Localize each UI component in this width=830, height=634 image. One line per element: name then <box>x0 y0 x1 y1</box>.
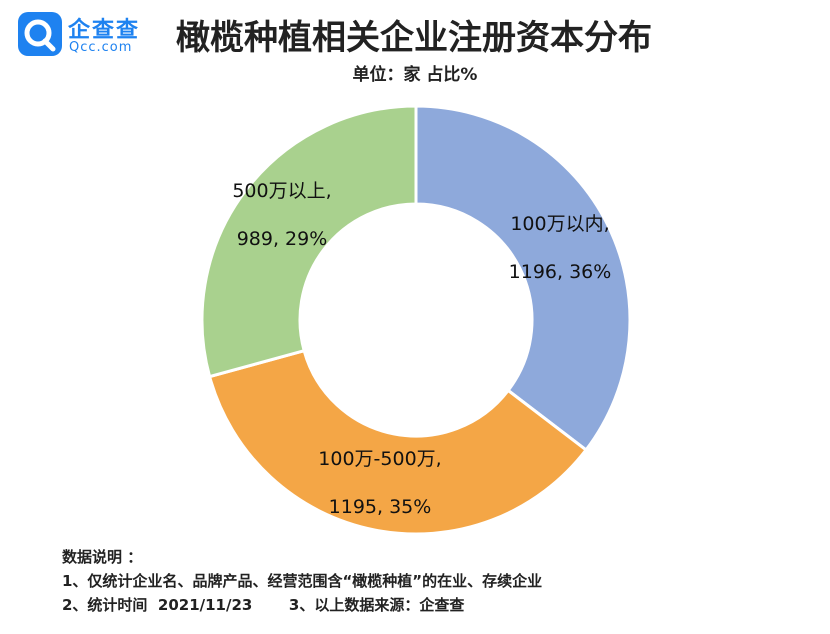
slice-over-5m-value-label: 989, 29% <box>237 228 328 250</box>
qcc-logo-icon <box>18 12 62 56</box>
slice-over-5m-category-label: 500万以上, <box>232 180 331 202</box>
slice-1m-5m <box>207 348 589 536</box>
brand-name-cn: 企查查 <box>68 18 141 43</box>
slice-1m-5m-category-label: 100万-500万, <box>318 448 441 470</box>
chart-unit: 单位：家 占比% <box>352 65 478 85</box>
data-notes: 数据说明 ： 1、仅统计企业名、品牌产品、经营范围含“橄榄种植”的在业、存续企业… <box>62 545 542 617</box>
slice-under-1m <box>414 104 632 453</box>
note-time-source: 2、统计时间 2021/11/23 3、以上数据来源：企查查 <box>62 596 465 614</box>
slice-1m-5m-value-label: 1195, 35% <box>329 496 432 518</box>
page-title: 橄榄种植相关企业注册资本分布 <box>176 18 652 58</box>
slice-under-1m-value-label: 1196, 36% <box>509 261 612 283</box>
slice-under-1m-category-label: 100万以内, <box>510 213 609 235</box>
brand-logo: 企查查 Qcc.com <box>18 10 168 60</box>
notes-heading: 数据说明 ： <box>62 548 143 566</box>
brand-name-en: Qcc.com <box>69 40 133 55</box>
slice-over-5m <box>200 104 418 379</box>
note-scope: 1、仅统计企业名、品牌产品、经营范围含“橄榄种植”的在业、存续企业 <box>62 572 543 590</box>
